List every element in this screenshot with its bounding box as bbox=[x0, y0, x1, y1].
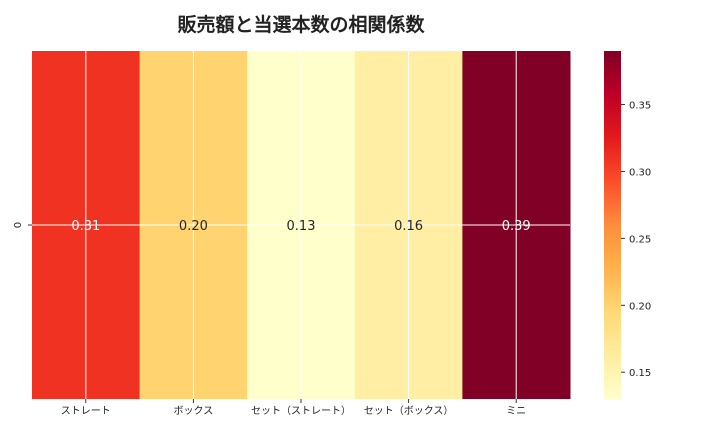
y-axis-ticks: 0 bbox=[13, 222, 32, 228]
x-tick-label: セット（ストレート） bbox=[251, 405, 351, 417]
colorbar-tick-label: 0.20 bbox=[629, 301, 651, 312]
cell-value-label: 0.20 bbox=[179, 219, 208, 234]
x-tick-label: セット（ボックス） bbox=[364, 405, 454, 417]
x-tick-label: ボックス bbox=[174, 405, 214, 417]
colorbar bbox=[604, 51, 621, 399]
x-tick-label: ストレート bbox=[61, 406, 111, 417]
gridlines bbox=[32, 51, 570, 399]
colorbar-ticks: 0.15 0.20 0.25 0.30 0.35 bbox=[621, 101, 651, 379]
colorbar-tick-label: 0.25 bbox=[629, 234, 651, 245]
y-tick-label: 0 bbox=[13, 222, 24, 228]
cell-value-labels: 0.31 0.20 0.13 0.16 0.39 bbox=[71, 219, 530, 234]
colorbar-tick-label: 0.35 bbox=[629, 101, 651, 112]
colorbar-tick-label: 0.30 bbox=[629, 167, 651, 178]
cell-value-label: 0.31 bbox=[71, 219, 100, 234]
cell-value-label: 0.13 bbox=[287, 219, 316, 234]
cell-value-label: 0.16 bbox=[394, 219, 423, 234]
cell-value-label: 0.39 bbox=[502, 219, 531, 234]
x-tick-label: ミニ bbox=[506, 406, 526, 417]
chart-title: 販売額と当選本数の相関係数 bbox=[177, 13, 425, 36]
x-axis-ticks: ストレート ボックス セット（ストレート） セット（ボックス） ミニ bbox=[61, 399, 526, 417]
colorbar-tick-label: 0.15 bbox=[629, 368, 651, 379]
